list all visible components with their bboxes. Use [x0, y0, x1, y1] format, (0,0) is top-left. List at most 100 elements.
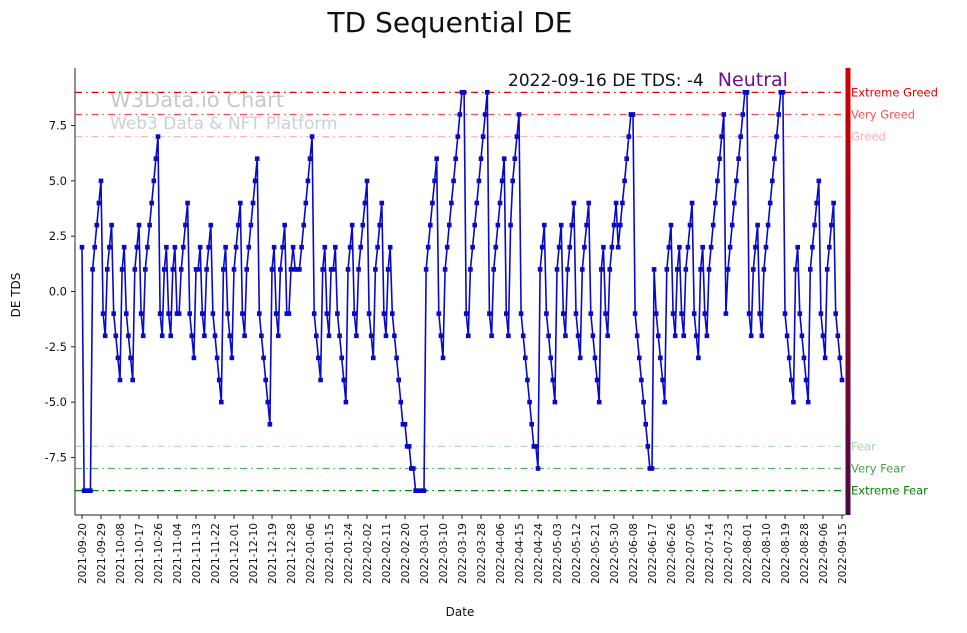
td-series-marker — [223, 244, 228, 250]
td-series-marker — [383, 333, 389, 339]
td-series-marker — [687, 222, 693, 228]
td-series-marker — [102, 333, 108, 339]
td-series-marker — [183, 222, 188, 228]
td-series-marker — [195, 267, 201, 272]
x-tick-label-37: 2022-08-19 — [780, 523, 792, 584]
td-series-marker — [723, 311, 729, 316]
td-series-marker — [231, 267, 237, 272]
latest-value-annotation: 2022-09-16 DE TDS: -4 Neutral — [508, 69, 788, 91]
td-series-marker — [784, 333, 790, 339]
td-series-marker — [651, 267, 657, 272]
td-series-marker — [504, 311, 509, 316]
td-series-marker — [523, 355, 528, 361]
td-series-marker — [341, 377, 347, 383]
td-series-marker — [385, 267, 391, 272]
td-series-marker — [491, 267, 496, 272]
td-series-marker — [314, 333, 319, 339]
td-series-marker — [130, 377, 135, 383]
td-series-marker — [611, 222, 617, 228]
td-series-marker — [352, 311, 357, 316]
td-series-marker — [738, 134, 743, 139]
td-series-marker — [582, 244, 587, 250]
td-series-marker — [780, 90, 786, 95]
td-series-marker — [392, 333, 397, 339]
td-series-marker — [269, 267, 275, 272]
td-series-marker — [244, 267, 249, 272]
x-tick-label-3: 2021-10-17 — [134, 523, 146, 584]
td-series-marker — [596, 399, 602, 405]
x-tick-label-25: 2022-05-03 — [552, 523, 564, 584]
x-tick-label-1: 2021-09-29 — [96, 523, 108, 584]
td-series-marker — [225, 311, 230, 316]
td-series-marker — [126, 333, 131, 339]
td-series-marker — [668, 222, 674, 228]
td-series-marker — [765, 222, 771, 228]
x-tick-label-13: 2022-01-15 — [324, 523, 336, 584]
td-series-marker — [816, 178, 822, 184]
td-series-marker — [259, 333, 264, 339]
td-series-marker — [508, 222, 513, 228]
td-series-marker — [506, 333, 511, 339]
td-series-marker — [436, 311, 442, 316]
td-series-marker — [151, 178, 157, 184]
td-series-marker — [601, 244, 606, 250]
annotation-status: Neutral — [717, 69, 788, 91]
x-tick-label-0: 2021-09-20 — [77, 523, 89, 584]
td-series-marker — [252, 178, 258, 184]
td-series-marker — [683, 267, 689, 272]
td-series-marker — [827, 244, 832, 250]
td-series-marker — [744, 90, 750, 95]
td-series-marker — [795, 244, 800, 250]
td-series-marker — [105, 267, 110, 272]
td-series-marker — [751, 267, 756, 272]
td-series-marker — [649, 466, 655, 471]
td-series-marker — [406, 444, 412, 449]
td-series-marker — [368, 333, 374, 339]
td-series-marker — [493, 244, 499, 250]
td-series-marker — [658, 355, 663, 361]
td-series-marker — [371, 355, 376, 361]
x-tick-label-9: 2021-12-10 — [248, 523, 260, 584]
td-series-marker — [273, 311, 279, 316]
threshold-label-2: Greed — [851, 130, 886, 144]
td-series-marker — [565, 267, 570, 272]
td-series-marker — [216, 377, 222, 383]
td-series-marker — [561, 311, 566, 316]
td-series-marker — [584, 222, 589, 228]
td-series-marker — [599, 267, 604, 272]
td-series-marker — [402, 422, 408, 427]
td-series-marker — [381, 311, 387, 316]
td-series-marker — [358, 244, 363, 250]
td-series-marker — [803, 377, 809, 383]
td-series-marker — [637, 355, 642, 361]
x-tick-label-23: 2022-04-15 — [514, 523, 526, 584]
td-series-marker — [301, 222, 306, 228]
td-series-marker — [356, 267, 361, 272]
td-series-marker — [594, 377, 600, 383]
td-series-marker — [138, 311, 144, 316]
td-series-marker — [704, 333, 710, 339]
td-series-marker — [140, 333, 146, 339]
td-series-marker — [580, 267, 585, 272]
td-series-marker — [497, 200, 503, 206]
td-series-marker — [820, 333, 826, 339]
td-series-marker — [542, 222, 547, 228]
td-series-marker — [373, 267, 378, 272]
td-series-marker — [801, 355, 807, 361]
td-series-marker — [831, 200, 836, 206]
td-series-marker — [835, 333, 841, 339]
td-series-marker — [366, 311, 372, 316]
td-series-marker — [537, 267, 543, 272]
td-series-marker — [607, 267, 613, 272]
td-series-marker — [96, 200, 102, 206]
td-series-marker — [265, 399, 271, 405]
td-series-marker — [575, 333, 581, 339]
td-series-marker — [499, 178, 505, 184]
td-series-marker — [276, 333, 281, 339]
td-series-marker — [430, 200, 435, 206]
td-series-marker — [567, 244, 572, 250]
x-tick-label-10: 2021-12-19 — [267, 523, 279, 584]
td-series-marker — [478, 156, 484, 161]
td-series-marker — [474, 200, 480, 206]
td-series-marker — [732, 200, 737, 206]
